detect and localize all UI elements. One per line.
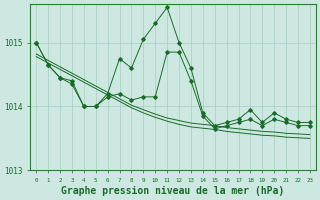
X-axis label: Graphe pression niveau de la mer (hPa): Graphe pression niveau de la mer (hPa) (61, 186, 285, 196)
